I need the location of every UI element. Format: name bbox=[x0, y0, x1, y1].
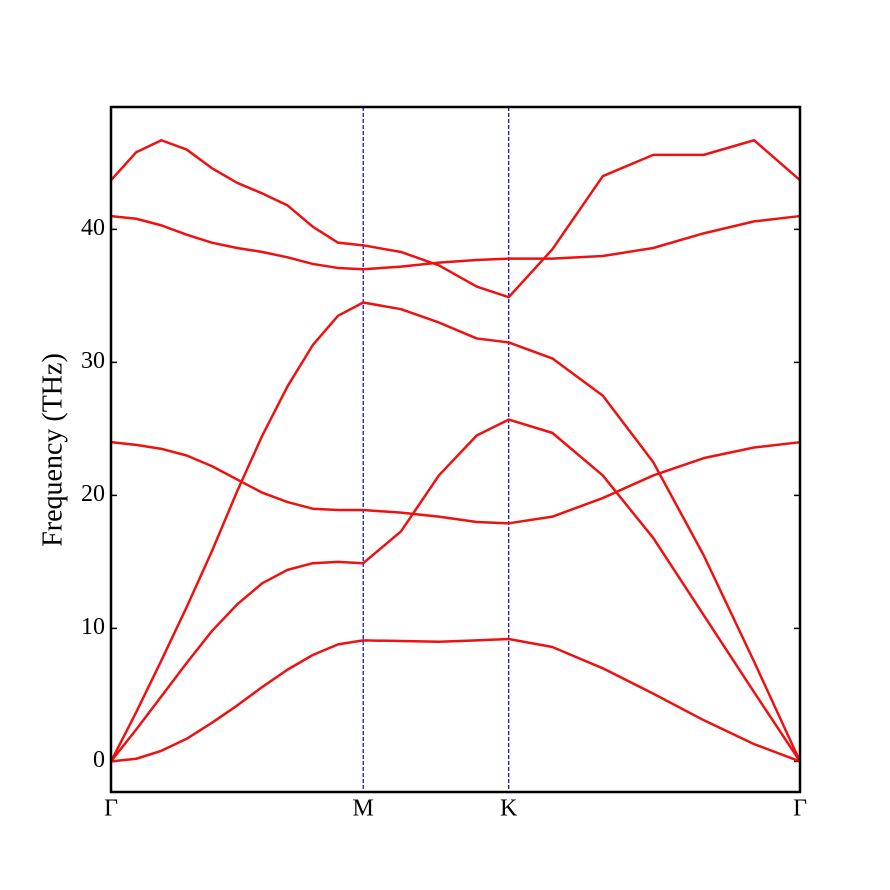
y-tick-label: 40 bbox=[81, 215, 105, 241]
band-line bbox=[110, 637, 801, 763]
y-tick-label: 30 bbox=[81, 348, 105, 374]
band-line bbox=[110, 440, 801, 525]
x-tick-label: Γ bbox=[104, 796, 118, 822]
y-axis-label: Frequency (THz) bbox=[37, 353, 68, 547]
plot-frame bbox=[109, 105, 802, 794]
band-line bbox=[110, 418, 802, 763]
y-tick-label: 0 bbox=[93, 747, 105, 773]
x-tick-label: Γ bbox=[793, 796, 807, 822]
x-tick-label: M bbox=[353, 796, 374, 822]
y-tick-label: 20 bbox=[81, 481, 105, 507]
y-tick-label: 10 bbox=[81, 614, 105, 640]
band-line bbox=[110, 139, 801, 299]
x-tick-label: K bbox=[500, 796, 518, 822]
band-line bbox=[110, 214, 801, 271]
band-line bbox=[109, 301, 802, 762]
